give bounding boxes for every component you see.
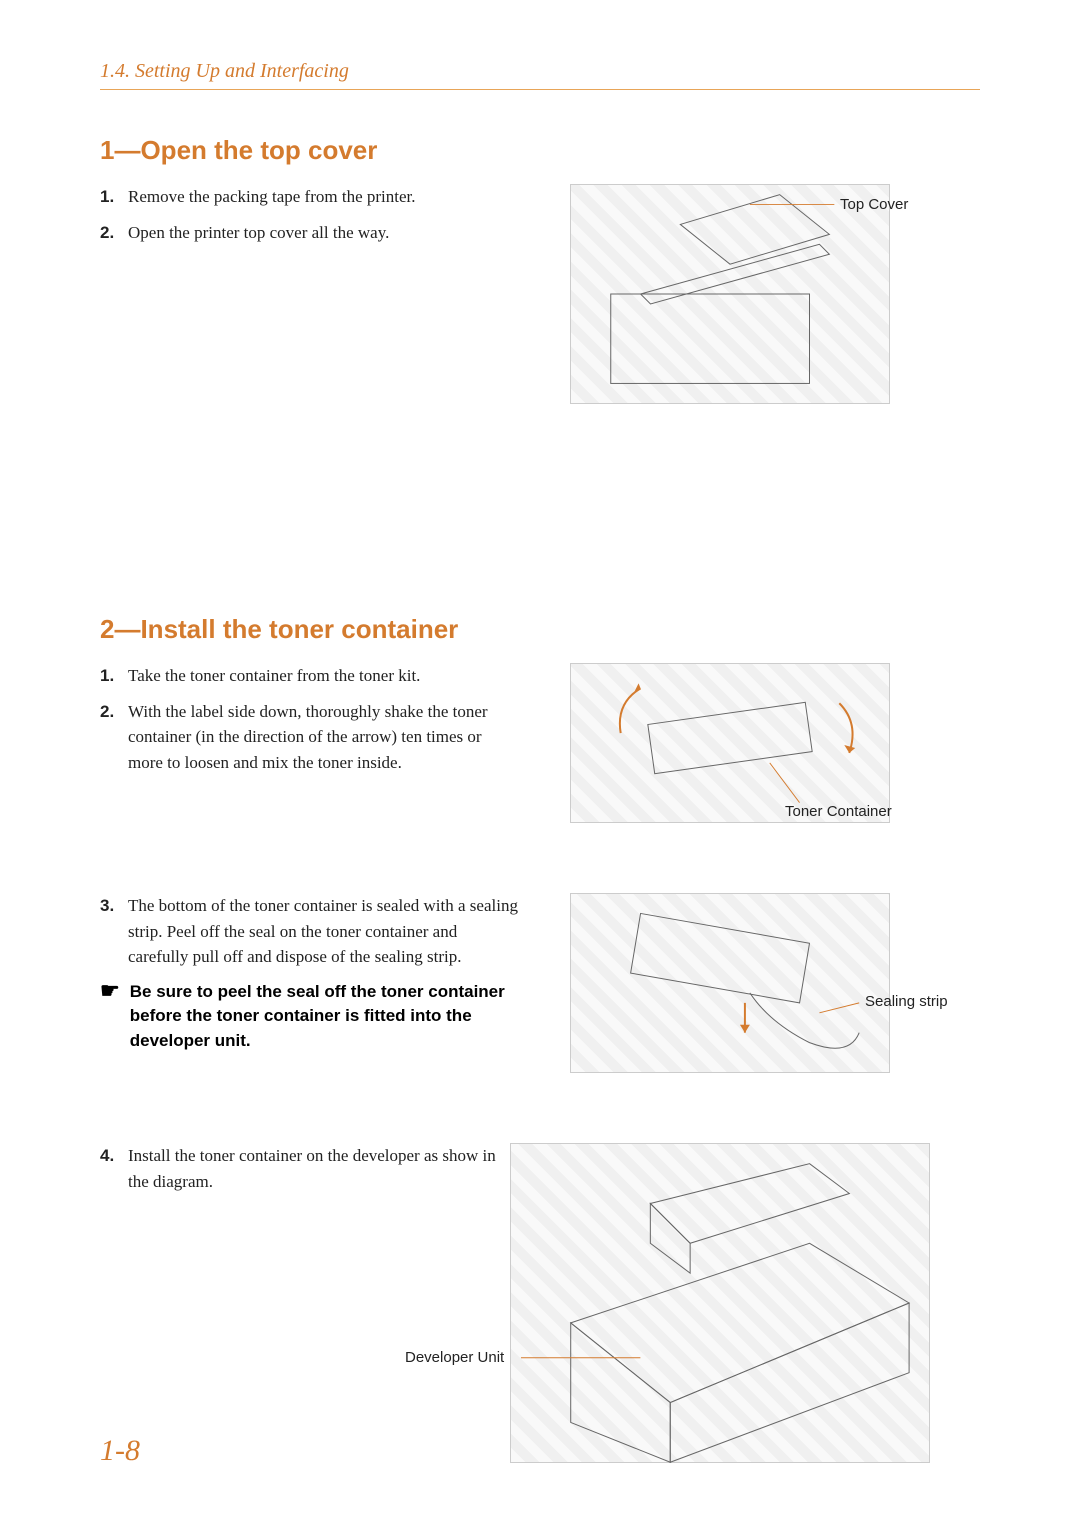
section-reference: 1.4. Setting Up and Interfacing [100, 60, 980, 83]
sealing-strip-label: Sealing strip [865, 993, 948, 1010]
step-text: Take the toner container from the toner … [128, 666, 420, 685]
step-number: 3. [100, 893, 114, 919]
developer-unit-label: Developer Unit [405, 1349, 504, 1366]
section2-diagram-b-area: Sealing strip [540, 893, 980, 1073]
warning-note: ☛ Be sure to peel the seal off the toner… [100, 980, 520, 1054]
list-item: 3. The bottom of the toner container is … [128, 893, 520, 970]
section2-steps-a: 1. Take the toner container from the ton… [100, 663, 520, 775]
sealing-strip-diagram [570, 893, 890, 1073]
page-header: 1.4. Setting Up and Interfacing [100, 60, 980, 90]
top-cover-label: Top Cover [840, 196, 908, 213]
list-item: 4. Install the toner container on the de… [128, 1143, 520, 1194]
section1-heading: 1—Open the top cover [100, 135, 980, 166]
pointing-hand-icon: ☛ [100, 980, 120, 1054]
step-text: Remove the packing tape from the printer… [128, 187, 416, 206]
section2-diagram-a-area: Toner Container [540, 663, 980, 823]
step-number: 1. [100, 184, 114, 210]
section-open-top-cover: 1—Open the top cover 1. Remove the packi… [100, 135, 980, 404]
section2-steps-b: 3. The bottom of the toner container is … [100, 893, 520, 970]
section1-diagram-area: Top Cover [540, 184, 980, 404]
developer-unit-diagram [510, 1143, 930, 1463]
section-install-toner: 2—Install the toner container 1. Take th… [100, 614, 980, 1463]
section1-steps: 1. Remove the packing tape from the prin… [100, 184, 520, 245]
page-number: 1-8 [100, 1434, 140, 1468]
toner-shake-diagram [570, 663, 890, 823]
step-text: Install the toner container on the devel… [128, 1146, 496, 1191]
toner-container-icon [571, 663, 889, 823]
step-number: 4. [100, 1143, 114, 1169]
section2-heading: 2—Install the toner container [100, 614, 980, 645]
step-number: 2. [100, 699, 114, 725]
printer-top-cover-diagram [570, 184, 890, 404]
section2-steps-c: 4. Install the toner container on the de… [100, 1143, 520, 1194]
list-item: 2. With the label side down, thoroughly … [128, 699, 520, 776]
printer-illustration-icon [571, 184, 889, 404]
list-item: 1. Remove the packing tape from the prin… [128, 184, 520, 210]
step-text: The bottom of the toner container is sea… [128, 896, 518, 966]
sealing-strip-icon [571, 893, 889, 1073]
list-item: 2. Open the printer top cover all the wa… [128, 220, 520, 246]
step-text: Open the printer top cover all the way. [128, 223, 389, 242]
developer-unit-icon [511, 1143, 929, 1463]
section2-diagram-c-area: Developer Unit [540, 1143, 980, 1463]
list-item: 1. Take the toner container from the ton… [128, 663, 520, 689]
step-text: With the label side down, thoroughly sha… [128, 702, 488, 772]
toner-container-label: Toner Container [785, 803, 892, 820]
step-number: 2. [100, 220, 114, 246]
step-number: 1. [100, 663, 114, 689]
warning-text: Be sure to peel the seal off the toner c… [130, 980, 520, 1054]
